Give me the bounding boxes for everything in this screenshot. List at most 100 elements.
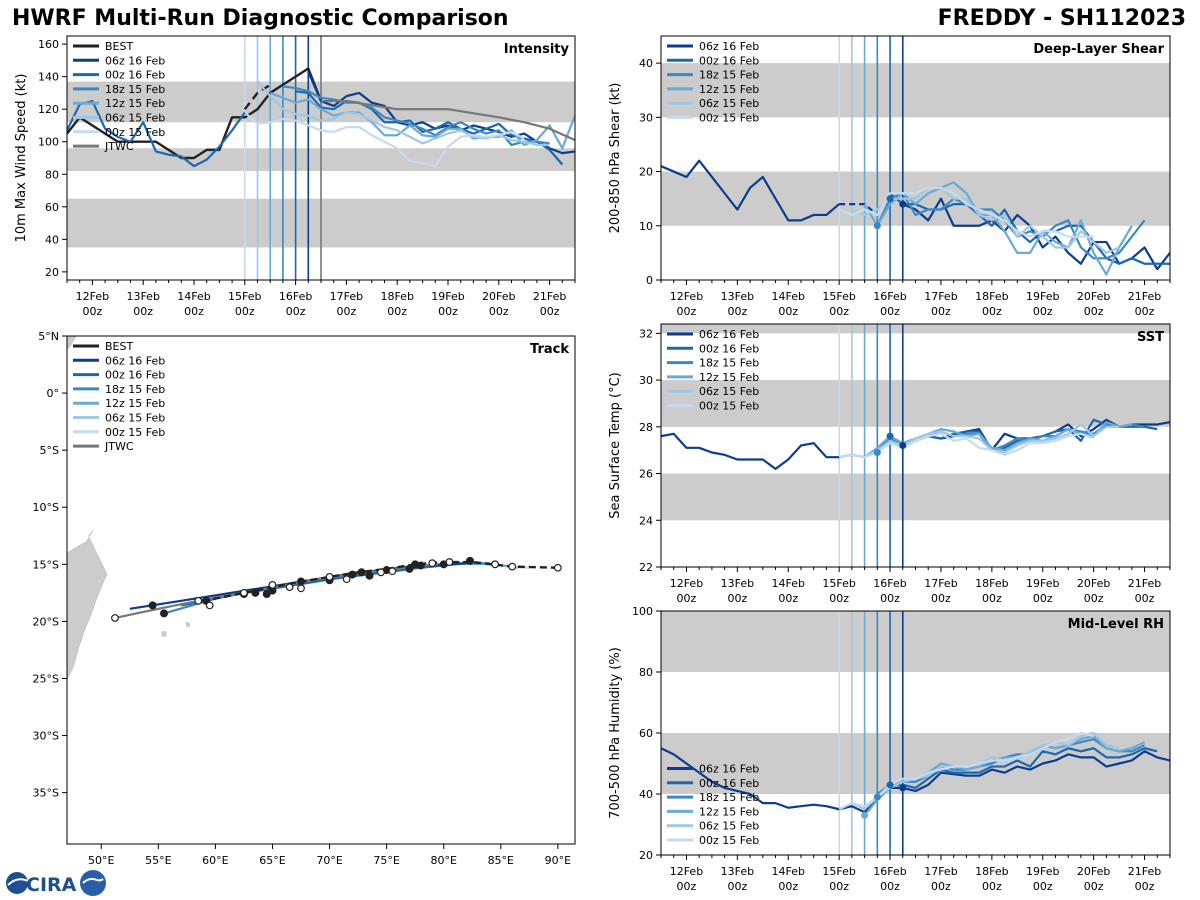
xtick-hour-shear-9: 00z	[1135, 305, 1155, 318]
track-point-filled-10	[357, 568, 366, 577]
xtick-hour-sst-8: 00z	[1084, 592, 1104, 605]
xtick-day-sst-8: 20Feb	[1077, 577, 1110, 590]
series-shear-18z-15-feb-4	[876, 192, 1146, 260]
track-point-filled-7	[297, 577, 306, 586]
xtick-hour-shear-6: 00z	[982, 305, 1002, 318]
xtick-day-shear-1: 13Feb	[721, 290, 754, 303]
track-point-filled-4	[251, 588, 260, 597]
marker-rh-1	[873, 793, 881, 801]
ytick-label-intensity-7: 160	[38, 38, 59, 51]
xtick-label-track-2: 60°E	[202, 854, 228, 867]
legend-label-track-1: 06z 16 Feb	[105, 354, 165, 367]
xtick-day-shear-0: 12Feb	[670, 290, 703, 303]
chart-track: 50°E 55°E 60°E 65°E 70°E 75°E 80°E 85°E 90°E 5°N 0…	[33, 330, 576, 867]
xtick-label-rh-3: 15Feb 00z	[822, 865, 855, 893]
band-sst-2	[661, 324, 1170, 334]
xtick-day-rh-2: 14Feb	[772, 865, 805, 878]
legend-label-track-5: 06z 15 Feb	[105, 412, 165, 425]
xtick-hour-shear-3: 00z	[829, 305, 849, 318]
xtick-day-sst-2: 14Feb	[772, 577, 805, 590]
ytick-label-shear-1: 10	[639, 220, 653, 233]
xtick-hour-sst-0: 00z	[677, 592, 697, 605]
xtick-label-track-3: 65°E	[259, 854, 285, 867]
xtick-label-rh-7: 19Feb 00z	[1026, 865, 1059, 893]
xtick-day-rh-0: 12Feb	[670, 865, 703, 878]
ytick-label-intensity-3: 80	[45, 168, 59, 181]
xtick-day-rh-5: 17Feb	[924, 865, 957, 878]
xtick-label-intensity-5: 17Feb 00z	[330, 290, 363, 318]
marker-shear-2	[899, 200, 907, 208]
xtick-hour-intensity-7: 00z	[438, 305, 458, 318]
xtick-label-intensity-8: 20Feb 00z	[482, 290, 515, 318]
xtick-label-sst-1: 13Feb 00z	[721, 577, 754, 605]
ytick-label-track-1: 0°	[47, 387, 60, 400]
xtick-day-shear-7: 19Feb	[1026, 290, 1059, 303]
xtick-day-rh-7: 19Feb	[1026, 865, 1059, 878]
track-point-open-2	[205, 601, 214, 610]
plot-area-rh	[661, 611, 1170, 855]
track-point-open-11	[428, 559, 437, 568]
xtick-label-track-4: 70°E	[316, 854, 342, 867]
xtick-day-sst-5: 17Feb	[924, 577, 957, 590]
legend-label-track-0: BEST	[105, 340, 133, 353]
xtick-day-sst-1: 13Feb	[721, 577, 754, 590]
series-rh-06z-16-feb-0	[661, 747, 903, 814]
ytick-label-intensity-1: 40	[45, 233, 59, 246]
xtick-hour-rh-5: 00z	[931, 880, 951, 893]
xtick-day-sst-6: 18Feb	[975, 577, 1008, 590]
xtick-label-rh-9: 21Feb 00z	[1128, 865, 1161, 893]
xtick-hour-rh-8: 00z	[1084, 880, 1104, 893]
ytick-label-rh-4: 100	[632, 605, 653, 618]
frame-track	[66, 335, 576, 845]
xtick-hour-intensity-4: 00z	[286, 305, 306, 318]
series-shear-06z-16-feb-1	[839, 202, 879, 216]
xtick-day-rh-6: 18Feb	[975, 865, 1008, 878]
xtick-hour-shear-0: 00z	[677, 305, 697, 318]
marker-sst-2	[899, 442, 907, 449]
series-shear-00z-15-feb-7	[838, 186, 1094, 238]
series-intensity-06z-16-feb-2	[307, 71, 575, 155]
xtick-label-sst-8: 20Feb 00z	[1077, 577, 1110, 605]
xtick-day-intensity-5: 17Feb	[330, 290, 363, 303]
xtick-day-intensity-2: 14Feb	[177, 290, 210, 303]
ytick-label-shear-0: 0	[646, 274, 653, 287]
xtick-hour-intensity-2: 00z	[184, 305, 204, 318]
xtick-hour-sst-5: 00z	[931, 592, 951, 605]
ytick-label-sst-1: 24	[639, 514, 653, 527]
legend-label-track-4: 12z 15 Feb	[105, 397, 165, 410]
legend-label-intensity-2: 00z 16 Feb	[105, 69, 165, 82]
xtick-day-intensity-3: 15Feb	[228, 290, 261, 303]
track-point-open-1	[194, 596, 203, 605]
xtick-label-shear-5: 17Feb 00z	[924, 290, 957, 318]
track-point-open-14	[508, 562, 517, 571]
track-point-filled-5	[262, 589, 271, 598]
legend-label-sst-5: 00z 15 Feb	[699, 400, 759, 413]
xtick-label-intensity-2: 14Feb 00z	[177, 290, 210, 318]
ytick-label-intensity-2: 60	[45, 201, 59, 214]
xtick-hour-shear-1: 00z	[727, 305, 747, 318]
legend-label-intensity-5: 06z 15 Feb	[105, 112, 165, 125]
xtick-day-sst-0: 12Feb	[670, 577, 703, 590]
legend-label-rh-3: 12z 15 Feb	[699, 805, 759, 818]
xtick-hour-sst-1: 00z	[727, 592, 747, 605]
xtick-day-rh-3: 15Feb	[822, 865, 855, 878]
series-sst-06z-16-feb-0	[661, 432, 904, 470]
track-point-open-6	[297, 584, 305, 593]
xtick-hour-sst-6: 00z	[982, 592, 1002, 605]
xtick-hour-intensity-9: 00z	[540, 305, 560, 318]
legend-label-sst-2: 18z 15 Feb	[699, 357, 759, 370]
series-intensity-best-0	[67, 67, 323, 160]
xtick-day-intensity-1: 13Feb	[126, 290, 159, 303]
track-point-open-4	[268, 580, 277, 589]
legend-label-track-3: 18z 15 Feb	[105, 383, 165, 396]
xtick-label-rh-0: 12Feb 00z	[670, 865, 703, 893]
ylabel-sst: Sea Surface Temp (°C)	[608, 372, 623, 519]
plot-area-sst	[661, 324, 1170, 567]
series-shear-06z-15-feb-6	[851, 186, 1120, 254]
xtick-hour-intensity-8: 00z	[489, 305, 509, 318]
xtick-label-shear-4: 16Feb 00z	[873, 290, 906, 318]
series-sst-06z-15-feb-5	[851, 423, 1120, 459]
xtick-day-sst-4: 16Feb	[873, 577, 906, 590]
logo-swoosh-icon	[7, 878, 29, 886]
